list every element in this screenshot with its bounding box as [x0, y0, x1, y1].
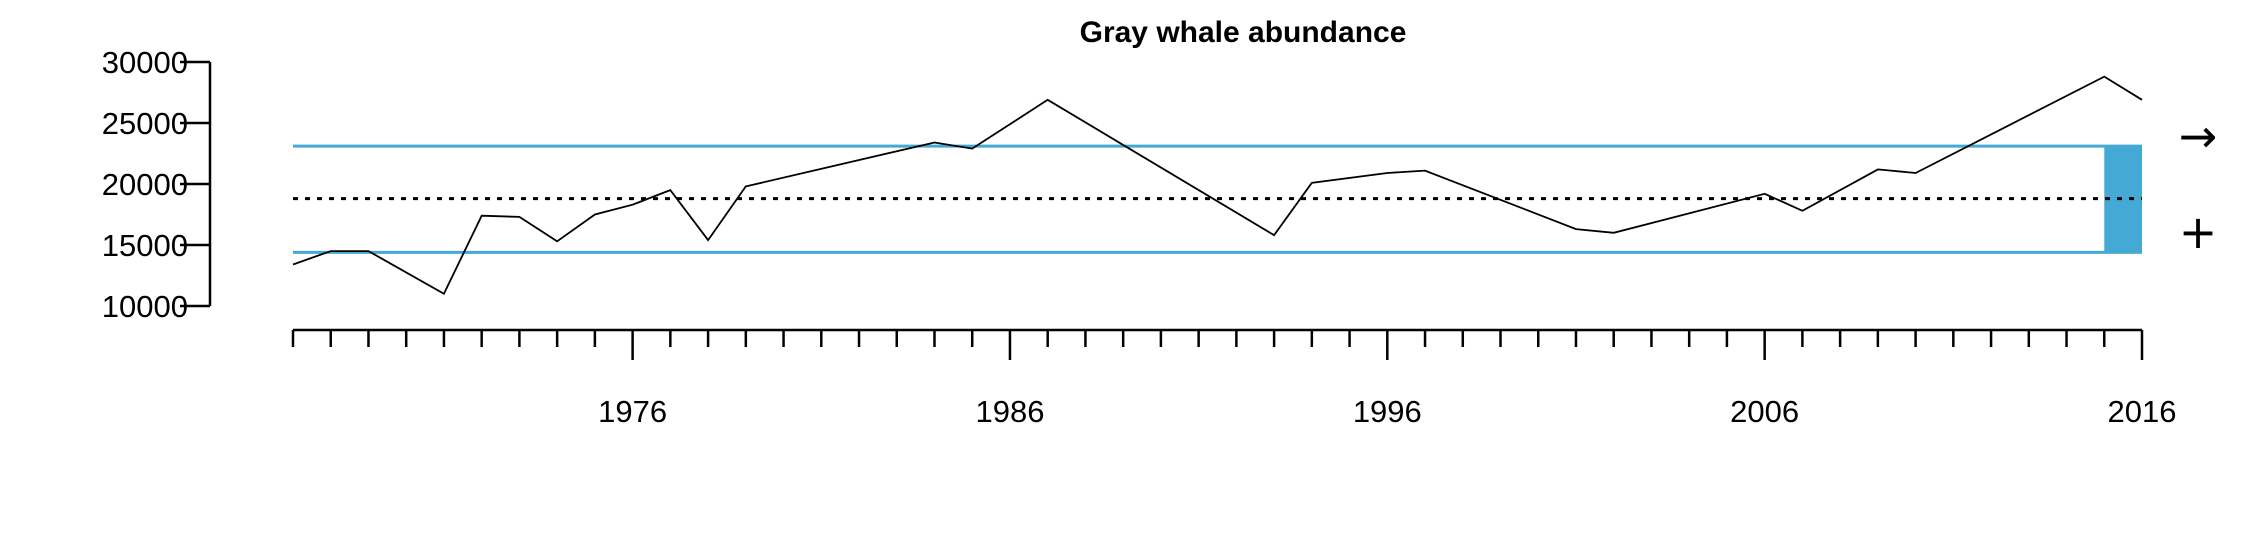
reference-lines [293, 144, 2142, 254]
y-tick-label: 20000 [102, 167, 188, 202]
y-tick-label: 15000 [102, 228, 188, 263]
y-axis: 10000 15000 20000 25000 30000 [102, 45, 212, 324]
y-tick-label: 10000 [102, 289, 188, 324]
series-line [292, 75, 2143, 296]
trend-arrow-symbol: → [2179, 109, 2218, 163]
x-tick-label: 1976 [598, 394, 667, 429]
chart-title: Gray whale abundance [1080, 16, 1407, 49]
highlight-bar [2104, 146, 2142, 253]
x-tick-label: 1996 [1353, 394, 1422, 429]
x-tick-label: 2016 [2108, 394, 2177, 429]
x-tick-label: 2006 [1730, 394, 1799, 429]
x-tick-label: 1986 [975, 394, 1044, 429]
status-plus-symbol: + [2179, 205, 2218, 259]
x-axis: 1976 1986 1996 2006 2016 [291, 328, 2177, 429]
y-tick-label: 30000 [102, 45, 188, 80]
y-tick-label: 25000 [102, 106, 188, 141]
series-layer [292, 75, 2143, 296]
